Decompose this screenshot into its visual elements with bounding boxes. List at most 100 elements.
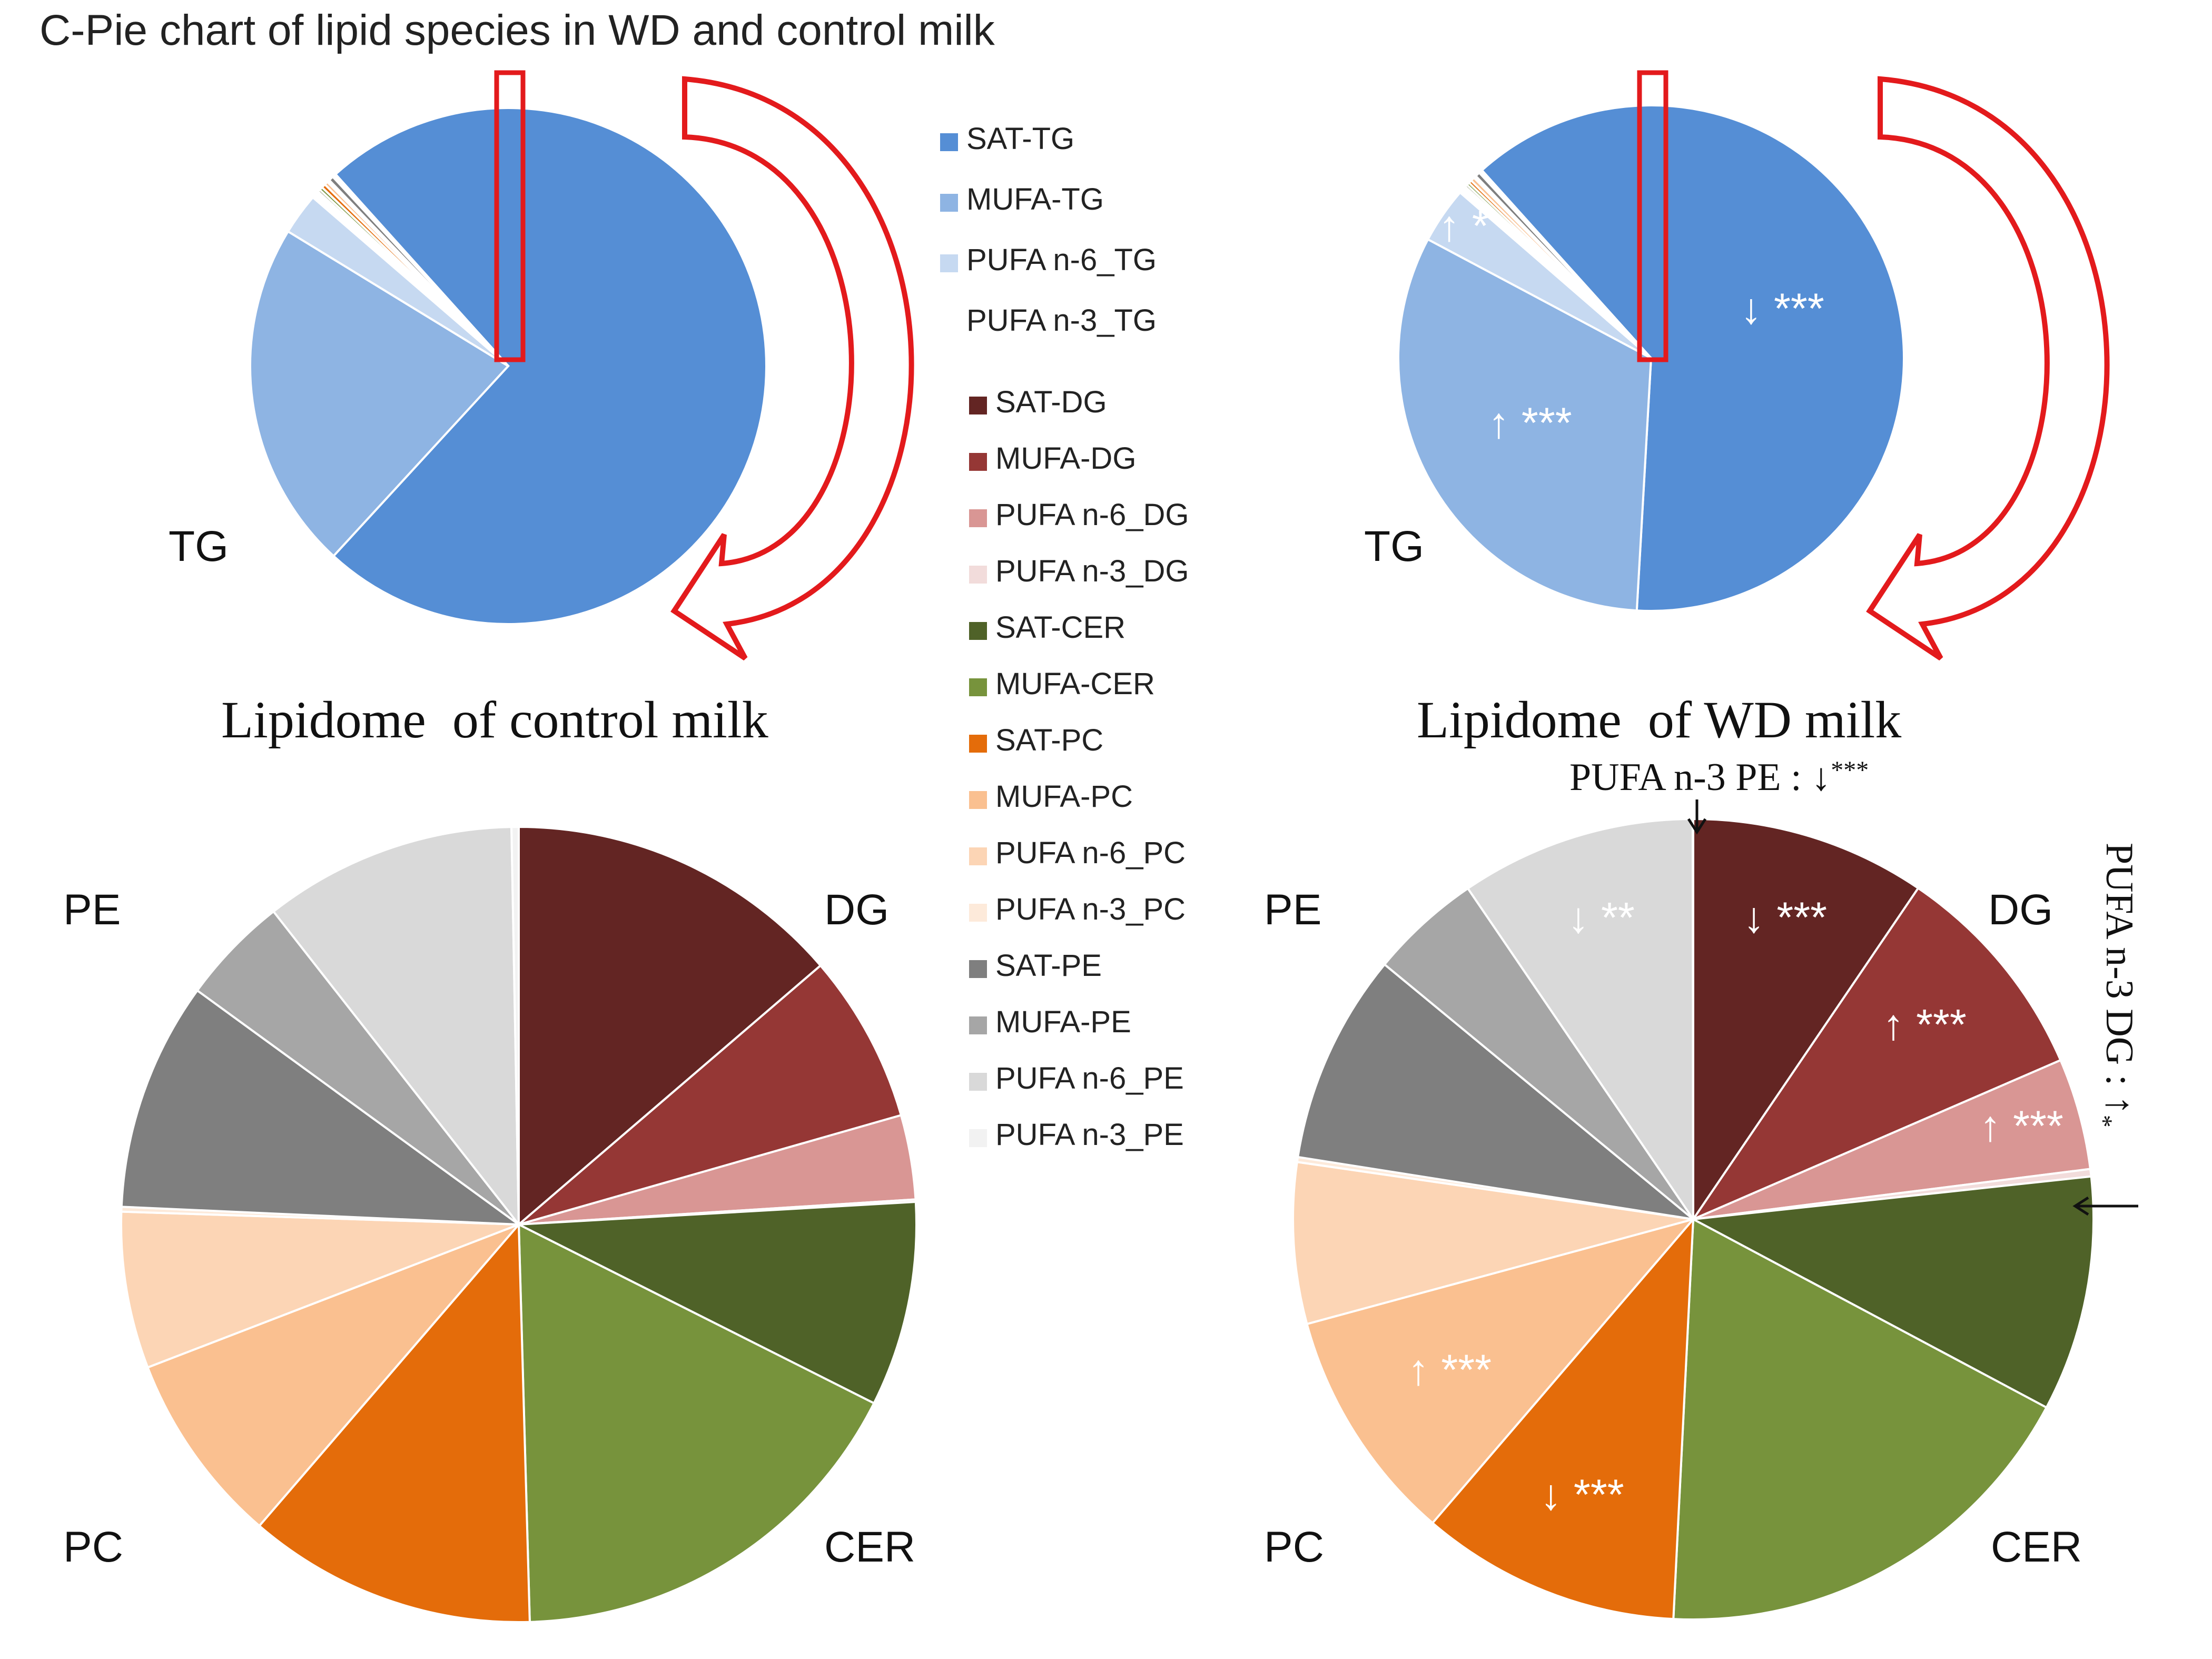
legend-label-pufa-n-3-dg: PUFA n-3_DG xyxy=(995,554,1189,588)
wd-minor-annotation-pufa-n-6-pe: ↓ ** xyxy=(1567,894,1635,942)
legend-swatch-mufa-cer xyxy=(969,678,987,696)
callout-pufa-n3-pe-stars: *** xyxy=(1831,756,1869,784)
legend-label-sat-dg: SAT-DG xyxy=(995,385,1107,419)
control-minor-slice-mufa-cer xyxy=(517,1222,876,1623)
highlights xyxy=(494,70,2110,661)
pie-wd-tg: ↑ *** ↑ * ↓ *** xyxy=(1397,104,1905,612)
pie-control-minor xyxy=(120,825,918,1623)
callout-pufa-n3-pe: PUFA n-3 PE : ↓*** xyxy=(1569,756,1869,799)
control-label-pc: PC xyxy=(63,1523,123,1571)
wd-minor-slice-mufa-pe xyxy=(1383,887,1694,1220)
legend-swatch-sat-pc xyxy=(969,735,987,753)
pie-wd-minor: ↓ *** ↑ *** ↑ *** ↓ *** ↑ *** ↓ ** xyxy=(1292,817,2095,1621)
legend: SAT-TG MUFA-TG PUFA n-6_TG PUFA n-3_TG SAT-D… xyxy=(940,122,1189,1152)
control-tg-slice-pufa-n-3-pe xyxy=(333,173,509,367)
legend-swatch-pufa-n-3-dg xyxy=(969,566,987,584)
legend-label-pufa-n-6-tg: PUFA n-6_TG xyxy=(966,243,1157,277)
wd-zoom-arrow xyxy=(1866,76,2110,661)
wd-minor-slice-pufa-n-6-pe xyxy=(1466,817,1695,1223)
wd-minor-annotation-mufa-dg: ↑ *** xyxy=(1882,1001,1967,1049)
wd-tg-slice-pufa-n-3-pe xyxy=(1480,169,1652,359)
wd-tg-slice-mufa-tg xyxy=(1397,238,1653,612)
control-minor-slice-pufa-n-6-pc xyxy=(120,1210,519,1369)
legend-swatch-pufa-n-6-pe xyxy=(969,1073,987,1091)
callout-pufa-n3-dg-arrow: ↑ xyxy=(2098,1095,2141,1115)
control-minor-slice-sat-pe xyxy=(120,989,522,1226)
wd-minor-slice-sat-cer xyxy=(1690,1175,2095,1409)
wd-minor-annotation-pufa-n-6-dg: ↑ *** xyxy=(1979,1102,2063,1150)
legend-swatch-sat-pe xyxy=(969,960,987,978)
control-label-pe: PE xyxy=(63,886,121,934)
figure-title: C-Pie chart of lipid species in WD and c… xyxy=(39,6,995,54)
callout-pufa-n3-pe-arrow: ↓ xyxy=(1811,756,1831,799)
legend-label-pufa-n-6-pc: PUFA n-6_PC xyxy=(995,836,1186,870)
legend-swatch-pufa-n-3-pe xyxy=(969,1129,987,1147)
legend-label-pufa-n-3-pe: PUFA n-3_PE xyxy=(995,1118,1184,1152)
wd-tg-annotation-pufa-n-6-tg: ↑ * xyxy=(1438,202,1489,250)
wd-minor-annotation-sat-pc: ↓ *** xyxy=(1540,1471,1624,1519)
wd-minor-slice-mufa-pc xyxy=(1306,1217,1696,1525)
control-label-dg: DG xyxy=(824,886,889,934)
control-tg-slice-sat-tg xyxy=(332,107,767,625)
legend-swatch-sat-cer xyxy=(969,622,987,640)
callout-pufa-n3-pe-arrowhead xyxy=(1687,818,1707,835)
legend-label-sat-pc: SAT-PC xyxy=(995,723,1103,757)
wd-minor-slice-mufa-dg xyxy=(1690,886,2062,1222)
legend-swatch-pufa-n-3-tg xyxy=(940,315,958,333)
control-minor-slice-sat-pc xyxy=(258,1221,531,1623)
wd-minor-slice-sat-dg xyxy=(1692,817,1920,1223)
callout-pufa-n3-dg: PUFA n-3 DG : ↑* xyxy=(2089,843,2141,1128)
callout-pufa-n3-dg-arrowhead xyxy=(2072,1196,2089,1216)
legend-swatch-sat-tg xyxy=(940,133,958,151)
legend-label-mufa-dg: MUFA-DG xyxy=(995,441,1136,476)
legend-swatch-mufa-pe xyxy=(969,1016,987,1034)
legend-label-mufa-pe: MUFA-PE xyxy=(995,1005,1131,1039)
legend-swatch-mufa-pc xyxy=(969,791,987,809)
control-minor-slice-mufa-pc xyxy=(146,1223,520,1528)
wd-minor-annotation-mufa-pc: ↑ *** xyxy=(1408,1346,1492,1394)
wd-minor-slice-pufa-n-6-pc xyxy=(1292,1161,1694,1326)
callout-pufa-n3-dg-stars: * xyxy=(2089,1115,2117,1128)
wd-tg-annotation-mufa-tg: ↑ *** xyxy=(1488,399,1572,447)
legend-label-pufa-n-3-tg: PUFA n-3_TG xyxy=(966,303,1157,338)
pie-control-tg xyxy=(249,107,767,625)
control-minor-slice-sat-cer xyxy=(515,1200,918,1405)
control-tg-slice-mufa-tg xyxy=(249,230,510,558)
wd-tg-highlight-box xyxy=(1637,70,1668,362)
wd-label-pc: PC xyxy=(1264,1523,1324,1571)
legend-label-pufa-n-3-pc: PUFA n-3_PC xyxy=(995,892,1186,926)
control-minor-title: Lipidome of control milk xyxy=(221,690,768,749)
control-minor-slice-pufa-n-3-pe xyxy=(510,825,520,1225)
control-label-cer: CER xyxy=(824,1523,915,1571)
control-tg-highlight-box xyxy=(494,70,526,362)
legend-label-pufa-n-6-pe: PUFA n-6_PE xyxy=(995,1061,1184,1095)
legend-swatch-pufa-n-6-pc xyxy=(969,847,987,865)
wd-minor-slice-pufa-n-6-dg xyxy=(1693,1059,2092,1220)
svg-text:PUFA n-3 DG : ↑*: PUFA n-3 DG : ↑* xyxy=(2089,843,2141,1128)
control-zoom-arrow xyxy=(670,76,914,661)
legend-label-mufa-pc: MUFA-PC xyxy=(995,779,1133,814)
legend-swatch-pufa-n-6-dg xyxy=(969,509,987,527)
wd-minor-slice-sat-pe xyxy=(1296,963,1697,1221)
legend-label-mufa-tg: MUFA-TG xyxy=(966,182,1104,216)
legend-label-mufa-cer: MUFA-CER xyxy=(995,667,1155,701)
wd-minor-slice-sat-pc xyxy=(1431,1216,1695,1621)
control-minor-slice-pufa-n-6-pe xyxy=(272,826,520,1228)
legend-label-sat-pe: SAT-PE xyxy=(995,949,1102,983)
callout-pufa-n3-dg-text: PUFA n-3 DG : xyxy=(2098,843,2141,1095)
control-minor-slice-mufa-pe xyxy=(195,910,520,1226)
wd-tg-group-label: TG xyxy=(1364,522,1424,570)
control-tg-group-label: TG xyxy=(169,522,229,570)
wd-tg-annotation-sat-tg: ↓ *** xyxy=(1740,285,1824,333)
wd-label-dg: DG xyxy=(1988,886,2053,934)
wd-label-pe: PE xyxy=(1264,886,1321,934)
callout-pufa-n3-pe-text: PUFA n-3 PE : xyxy=(1569,756,1811,799)
legend-swatch-pufa-n-6-tg xyxy=(940,254,958,272)
wd-label-cer: CER xyxy=(1991,1523,2082,1571)
wd-minor-annotation-sat-dg: ↓ *** xyxy=(1743,894,1828,942)
legend-swatch-pufa-n-3-pc xyxy=(969,904,987,922)
control-minor-slice-mufa-dg xyxy=(518,964,903,1226)
legend-swatch-mufa-dg xyxy=(969,453,987,471)
control-minor-slice-sat-dg xyxy=(518,825,822,1227)
